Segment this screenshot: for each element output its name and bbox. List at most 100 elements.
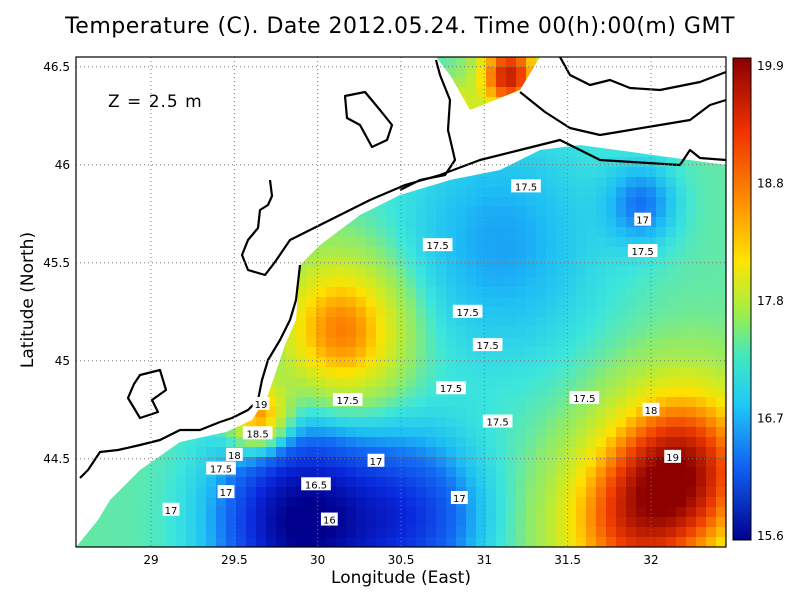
field-cell	[696, 207, 707, 218]
field-cell	[596, 527, 607, 538]
field-cell	[286, 457, 297, 468]
field-cell	[666, 187, 677, 198]
field-cell	[626, 267, 637, 278]
field-cell	[406, 257, 417, 268]
field-cell	[416, 437, 427, 448]
field-cell	[496, 227, 507, 238]
field-cell	[356, 317, 367, 328]
field-cell	[456, 367, 467, 378]
field-cell	[366, 327, 377, 338]
field-cell	[486, 447, 497, 458]
field-cell	[366, 207, 377, 218]
field-cell	[206, 497, 217, 508]
field-cell	[696, 277, 707, 288]
field-cell	[596, 237, 607, 248]
field-cell	[486, 67, 497, 78]
field-cell	[496, 437, 507, 448]
field-cell	[606, 357, 617, 368]
field-cell	[676, 227, 687, 238]
field-cell	[676, 517, 687, 528]
field-cell	[476, 287, 487, 298]
field-cell	[386, 427, 397, 438]
field-cell	[436, 297, 447, 308]
field-cell	[286, 387, 297, 398]
field-cell	[636, 387, 647, 398]
field-cell	[546, 527, 557, 538]
field-cell	[456, 207, 467, 218]
field-cell	[436, 407, 447, 418]
field-cell	[366, 347, 377, 358]
field-cell	[296, 277, 307, 288]
field-cell	[516, 507, 527, 518]
field-cell	[396, 247, 407, 258]
contour-label-bg	[664, 449, 682, 463]
contour-label: 17.5	[487, 418, 509, 429]
field-cell	[516, 197, 527, 208]
field-cell	[716, 497, 726, 508]
field-cell	[436, 277, 447, 288]
field-cell	[156, 467, 167, 478]
field-cell	[526, 327, 537, 338]
field-cell	[516, 327, 527, 338]
field-cell	[556, 457, 567, 468]
field-cell	[366, 237, 377, 248]
field-cell	[546, 507, 557, 518]
field-cell	[606, 367, 617, 378]
field-cell	[576, 227, 587, 238]
field-cell	[326, 447, 337, 458]
field-cell	[456, 267, 467, 278]
field-cell	[156, 457, 167, 468]
field-cell	[336, 387, 347, 398]
field-cell	[516, 297, 527, 308]
field-cell	[176, 527, 187, 538]
field-cell	[616, 267, 627, 278]
field-cell	[686, 437, 697, 448]
field-cell	[296, 287, 307, 298]
field-cell	[646, 267, 657, 278]
field-cell	[626, 527, 637, 538]
contour-label-bg	[242, 426, 273, 440]
field-cell	[426, 387, 437, 398]
field-cell	[706, 237, 717, 248]
field-cell	[686, 517, 697, 528]
field-cell	[436, 507, 447, 518]
field-cell	[426, 297, 437, 308]
field-cell	[346, 457, 357, 468]
field-cell	[356, 507, 367, 518]
field-cell	[526, 437, 537, 448]
field-cell	[306, 347, 317, 358]
field-cell	[346, 447, 357, 458]
field-cell	[406, 477, 417, 488]
field-cell	[386, 477, 397, 488]
field-cell	[136, 497, 147, 508]
field-cell	[686, 527, 697, 538]
field-cell	[546, 237, 557, 248]
field-cell	[676, 167, 687, 178]
field-cell	[276, 517, 287, 528]
field-cell	[666, 197, 677, 208]
field-cell	[496, 167, 507, 178]
field-cell	[486, 467, 497, 478]
field-cell	[396, 327, 407, 338]
field-cell	[556, 257, 567, 268]
field-cell	[316, 247, 327, 258]
field-cell	[266, 507, 277, 518]
field-cell	[256, 467, 267, 478]
coastline	[79, 57, 726, 479]
field-cell	[396, 417, 407, 428]
field-cell	[556, 337, 567, 348]
field-cell	[566, 357, 577, 368]
field-cell	[266, 437, 277, 448]
field-cell	[366, 267, 377, 278]
field-cell	[356, 427, 367, 438]
field-cell	[136, 467, 147, 478]
field-cell	[696, 447, 707, 458]
field-cell	[716, 447, 726, 458]
field-cell	[456, 237, 467, 248]
field-cell	[546, 247, 557, 258]
field-cell	[566, 377, 577, 388]
field-cell	[216, 537, 227, 547]
field-cell	[616, 487, 627, 498]
field-cell	[606, 387, 617, 398]
contour-label: 17.5	[210, 465, 232, 476]
